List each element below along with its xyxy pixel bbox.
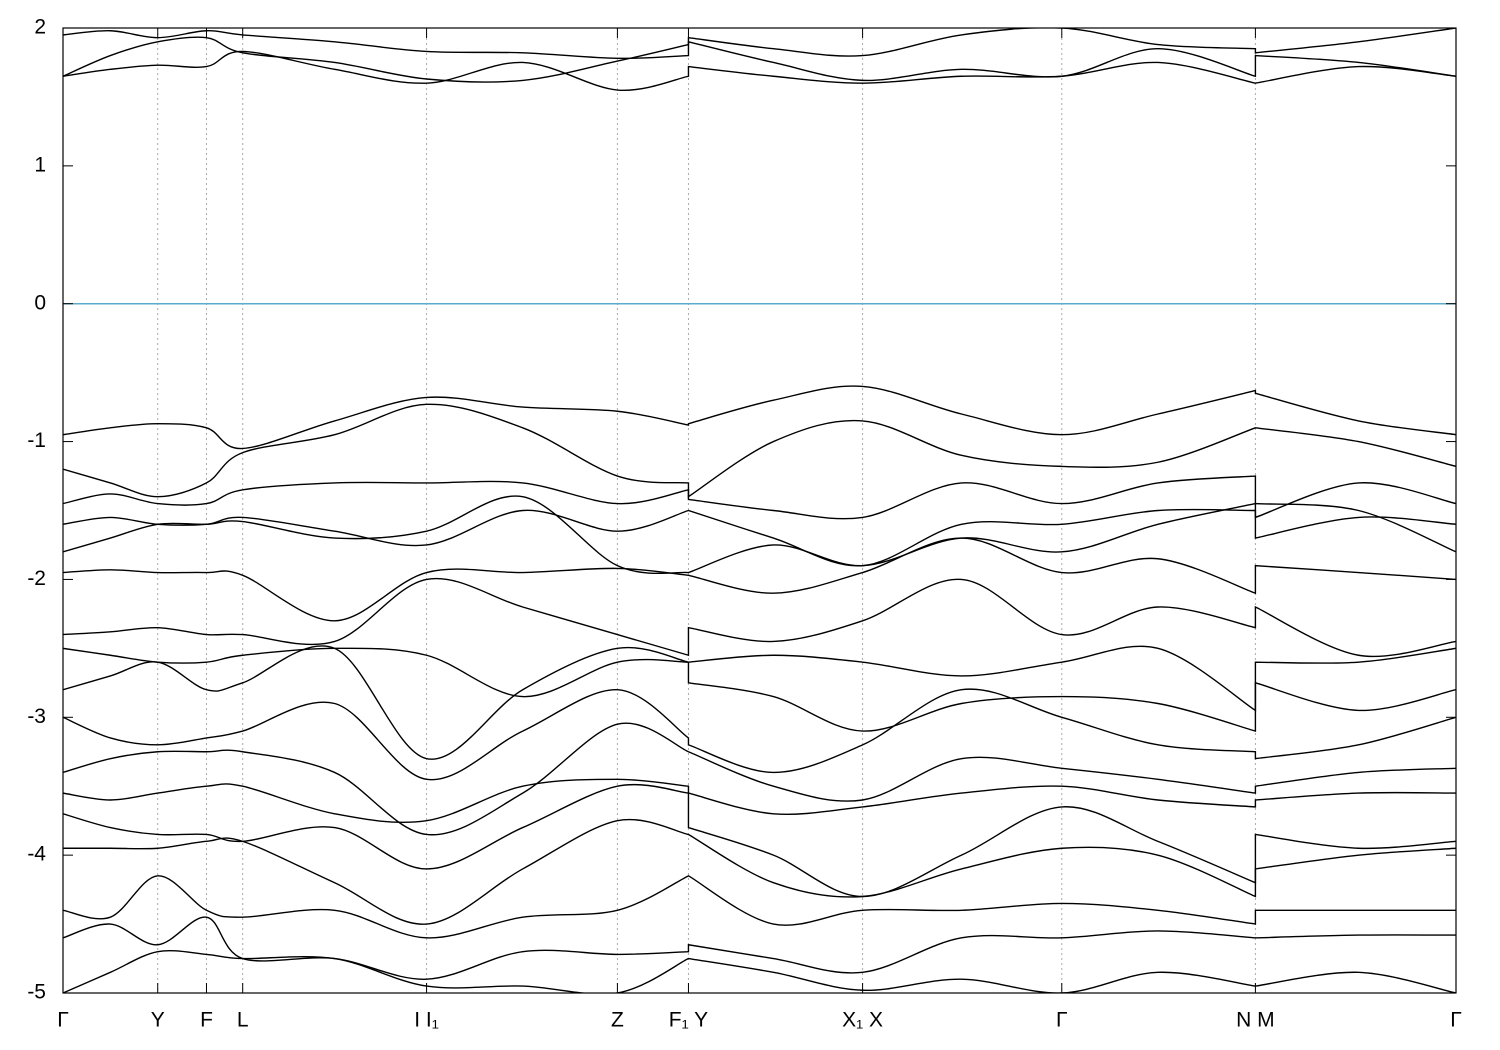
band-line — [63, 688, 1456, 781]
x-tick-label: Γ — [1056, 1009, 1068, 1032]
band-line — [63, 403, 1456, 499]
y-tick-label: 0 — [34, 291, 46, 314]
band-line — [63, 495, 1456, 575]
x-tick-label: Γ — [1450, 1009, 1462, 1032]
grid — [62, 28, 1457, 993]
band-line — [63, 537, 1456, 622]
x-tick-label: Y — [151, 1009, 165, 1032]
band-line — [63, 475, 1456, 520]
y-tick-label: -5 — [27, 981, 46, 1004]
y-tick-label: 2 — [34, 16, 46, 39]
band-line — [63, 508, 1456, 567]
x-tick-label: X₁ X — [842, 1009, 883, 1032]
y-tick-label: -4 — [27, 843, 46, 866]
band-line — [63, 778, 1456, 824]
x-tick-label: N M — [1236, 1009, 1275, 1032]
band-line — [63, 916, 1456, 980]
x-tick-label: L — [237, 1009, 249, 1032]
x-tick-label: Z — [611, 1009, 624, 1032]
x-tick-label: Γ — [57, 1009, 69, 1032]
x-tick-label: I I₁ — [414, 1009, 439, 1032]
labels: 2 1 0 -1 -2 -3 -4 -5 Γ Y F L I I₁ Z F₁ Y X₁ X Γ N M Γ — [27, 16, 1461, 1032]
x-tick-label: F₁ Y — [669, 1009, 708, 1032]
band-line — [63, 875, 1456, 939]
band-line — [63, 28, 1456, 60]
band-line — [63, 50, 1456, 91]
bands — [63, 28, 1456, 993]
y-tick-label: 1 — [34, 153, 46, 176]
band-line — [63, 722, 1456, 836]
y-tick-label: -2 — [27, 567, 46, 590]
band-line — [63, 385, 1456, 450]
band-line — [63, 783, 1456, 898]
x-tick-label: F — [200, 1009, 213, 1032]
band-line — [63, 577, 1456, 658]
band-line — [63, 818, 1456, 925]
plot-frame — [62, 27, 1457, 994]
y-tick-label: -1 — [27, 429, 46, 452]
band-line — [63, 645, 1456, 760]
band-line — [63, 645, 1456, 712]
y-tick-label: -3 — [27, 705, 46, 728]
band-line — [63, 949, 1456, 993]
